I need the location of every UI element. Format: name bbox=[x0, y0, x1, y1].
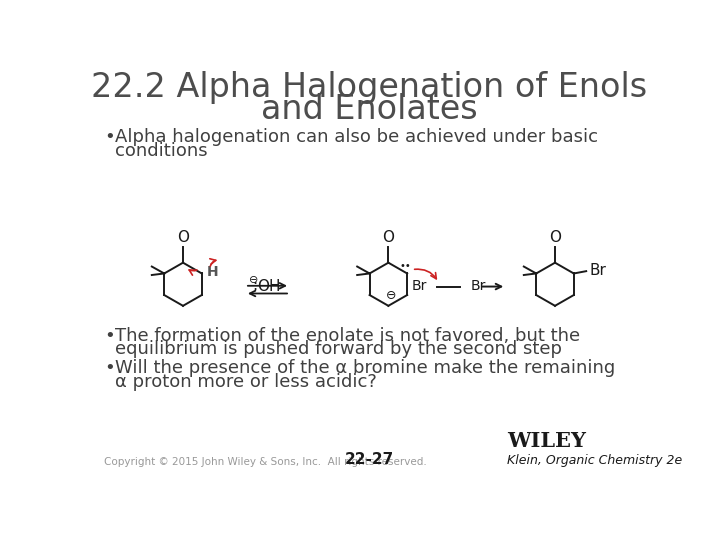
Text: •: • bbox=[104, 327, 114, 345]
Text: OH: OH bbox=[256, 279, 280, 294]
Text: :: : bbox=[253, 278, 258, 293]
Text: •: • bbox=[104, 128, 114, 146]
Text: Klein, Organic Chemistry 2e: Klein, Organic Chemistry 2e bbox=[507, 454, 683, 467]
Text: Br: Br bbox=[471, 279, 486, 293]
Text: ⊖: ⊖ bbox=[386, 288, 397, 301]
Text: O: O bbox=[177, 230, 189, 245]
Text: Will the presence of the α bromine make the remaining: Will the presence of the α bromine make … bbox=[114, 359, 615, 377]
Text: O: O bbox=[549, 230, 561, 245]
Text: •: • bbox=[104, 359, 114, 377]
Text: 22.2 Alpha Halogenation of Enols: 22.2 Alpha Halogenation of Enols bbox=[91, 71, 647, 104]
Text: and Enolates: and Enolates bbox=[261, 93, 477, 126]
Text: 22-27: 22-27 bbox=[344, 452, 394, 467]
Text: The formation of the enolate is not favored, but the: The formation of the enolate is not favo… bbox=[114, 327, 580, 345]
Text: WILEY: WILEY bbox=[507, 431, 586, 451]
Text: Br: Br bbox=[589, 263, 606, 278]
Text: H: H bbox=[207, 265, 218, 279]
Text: α proton more or less acidic?: α proton more or less acidic? bbox=[114, 373, 377, 391]
Text: Br: Br bbox=[412, 279, 427, 293]
Text: O: O bbox=[382, 230, 395, 245]
Text: equilibrium is pushed forward by the second step: equilibrium is pushed forward by the sec… bbox=[114, 340, 562, 359]
Text: Copyright © 2015 John Wiley & Sons, Inc.  All rights reserved.: Copyright © 2015 John Wiley & Sons, Inc.… bbox=[104, 457, 427, 467]
Text: Alpha halogenation can also be achieved under basic: Alpha halogenation can also be achieved … bbox=[114, 128, 598, 146]
Text: conditions: conditions bbox=[114, 142, 207, 160]
Text: ••: •• bbox=[400, 261, 412, 271]
Text: ⊖: ⊖ bbox=[249, 275, 258, 285]
